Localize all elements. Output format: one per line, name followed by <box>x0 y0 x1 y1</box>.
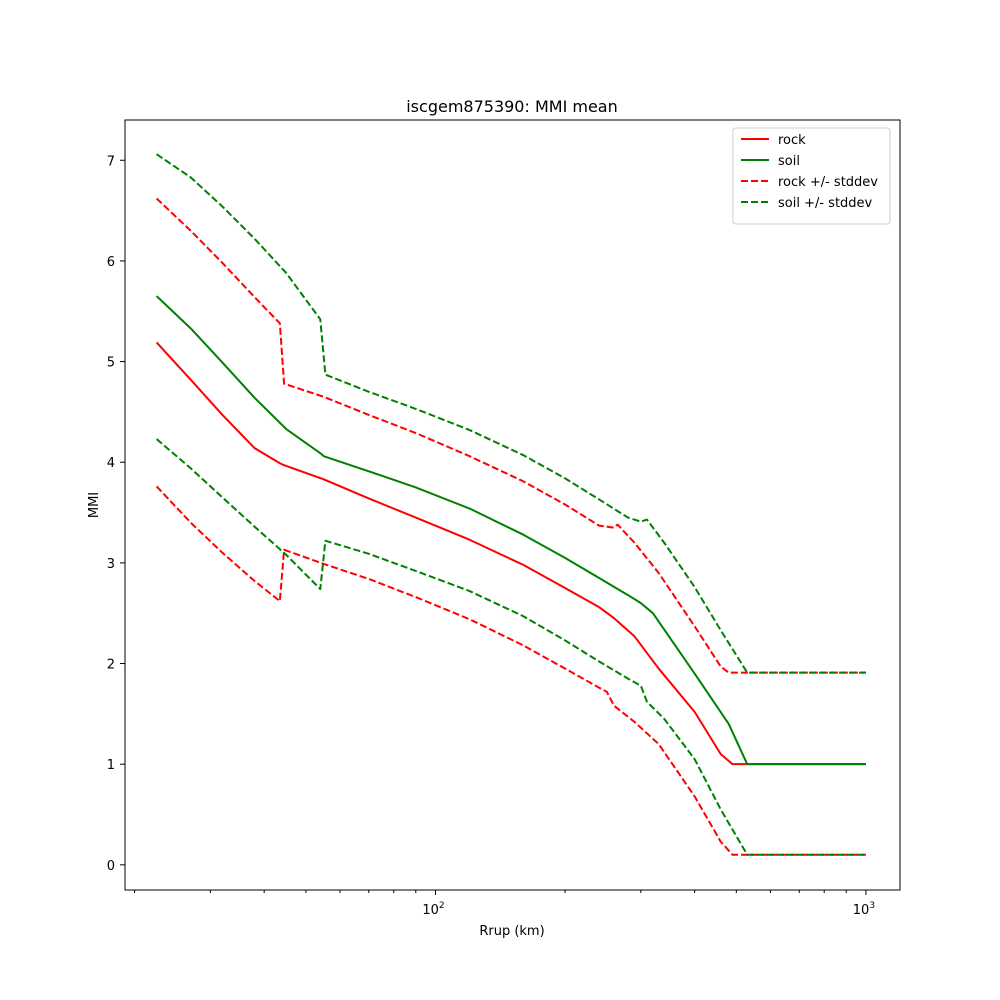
y-tick-label: 5 <box>107 356 115 371</box>
x-tick-label: 102 <box>422 901 444 918</box>
legend: rock soil rock +/- stddev soil +/- stddev <box>732 127 891 225</box>
y-axis-label: MMI <box>87 492 102 518</box>
x-axis-label: Rrup (km) <box>479 924 544 939</box>
y-tick-label: 6 <box>107 255 115 270</box>
legend-label-2: rock +/- stddev <box>778 175 878 190</box>
series-line-4 <box>156 153 866 674</box>
x-tick-label-exponent: 3 <box>869 901 875 911</box>
series-group <box>155 153 866 856</box>
x-tick-label-exponent: 2 <box>439 901 445 911</box>
x-tick-label: 103 <box>853 901 875 918</box>
plot-area: 0 1 2 3 4 5 6 7 102 103 <box>107 119 901 918</box>
legend-box <box>732 127 891 225</box>
y-tick-label: 3 <box>107 557 115 572</box>
legend-label-3: soil +/- stddev <box>778 196 873 211</box>
legend-label-1: soil <box>778 154 800 169</box>
y-tick-label: 4 <box>107 456 115 471</box>
series-line-2 <box>155 197 866 674</box>
axes-frame <box>124 119 901 891</box>
y-tick-label: 7 <box>107 154 115 169</box>
series-line-0 <box>155 341 866 766</box>
series-line-5 <box>155 438 866 856</box>
series-line-3 <box>155 485 866 856</box>
y-tick-label: 1 <box>107 758 115 773</box>
chart-title: iscgem875390: MMI mean <box>406 97 618 116</box>
y-tick-label: 0 <box>107 859 115 874</box>
series-line-1 <box>155 295 866 766</box>
y-tick-label: 2 <box>107 658 115 673</box>
legend-label-0: rock <box>778 133 806 148</box>
